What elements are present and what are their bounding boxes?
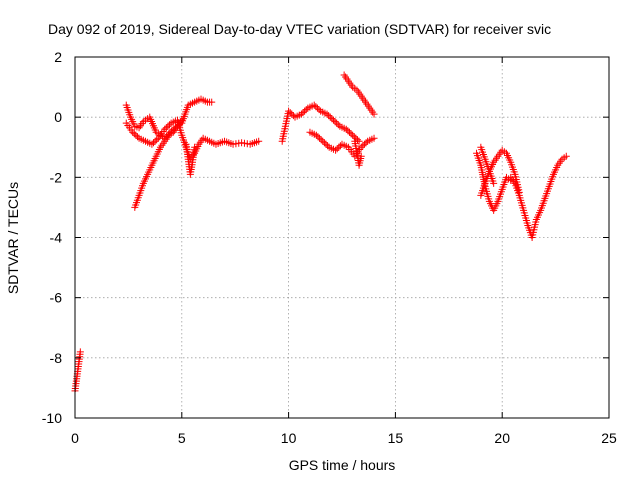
data-point	[315, 106, 323, 114]
data-point	[302, 106, 310, 114]
data-point	[148, 140, 156, 148]
data-point	[370, 134, 378, 142]
data-point	[357, 152, 365, 160]
data-point	[297, 110, 305, 118]
data-point	[334, 121, 342, 129]
data-point	[314, 133, 322, 141]
data-point	[76, 348, 84, 356]
data-point	[312, 103, 320, 111]
grid	[75, 57, 609, 418]
y-tick-label: -2	[50, 169, 63, 185]
data-point	[288, 110, 296, 118]
x-tick-label: 5	[178, 430, 186, 446]
data-point	[149, 139, 157, 147]
data-point	[238, 139, 246, 147]
data-point	[326, 113, 334, 121]
x-axis-label: GPS time / hours	[289, 457, 396, 473]
data-point	[162, 124, 170, 132]
data-point	[332, 146, 340, 154]
data-point	[342, 125, 350, 133]
data-point	[289, 112, 297, 120]
y-axis-label: SDTVAR / TECUs	[5, 182, 21, 294]
data-point	[333, 145, 341, 153]
data-point	[562, 152, 570, 160]
data-point	[301, 107, 309, 115]
x-tick-label: 15	[388, 430, 404, 446]
data-point	[232, 140, 240, 148]
x-tick-label: 10	[281, 430, 297, 446]
data-point	[319, 137, 327, 145]
data-points	[71, 71, 570, 395]
data-point	[229, 140, 237, 148]
data-point	[240, 139, 248, 147]
y-tick-label: 2	[54, 49, 62, 65]
data-point	[325, 112, 333, 120]
data-point	[166, 121, 174, 129]
data-point	[328, 115, 336, 123]
y-tick-label: 0	[54, 109, 62, 125]
data-point	[335, 143, 343, 151]
data-point	[153, 136, 161, 144]
data-point	[316, 134, 324, 142]
data-point	[322, 140, 330, 148]
y-tick-label: -4	[50, 230, 63, 246]
data-point	[352, 134, 360, 142]
data-point	[164, 122, 172, 130]
data-point	[329, 116, 337, 124]
data-point	[129, 128, 137, 136]
data-point	[370, 110, 378, 118]
x-tick-label: 20	[494, 430, 510, 446]
data-point	[313, 104, 321, 112]
data-point	[132, 131, 140, 139]
data-point	[333, 119, 341, 127]
data-point	[178, 116, 186, 124]
y-tick-label: -8	[50, 350, 63, 366]
data-point	[208, 98, 216, 106]
axis-ticks	[74, 56, 610, 419]
tick-labels: 0 5 10 15 20 25 -10 -8 -6 -4 -2 0 2	[42, 49, 617, 446]
data-point	[347, 130, 355, 138]
data-point	[362, 139, 370, 147]
data-point	[344, 127, 352, 135]
data-point	[133, 133, 141, 141]
x-tick-label: 25	[601, 430, 617, 446]
data-point	[151, 137, 159, 145]
data-point	[130, 130, 138, 138]
data-point	[490, 179, 498, 187]
data-point	[359, 142, 367, 150]
data-point	[285, 107, 293, 115]
y-tick-label: -10	[42, 410, 62, 426]
data-point	[345, 128, 353, 136]
data-point	[299, 109, 307, 117]
x-tick-label: 0	[71, 430, 79, 446]
data-point	[331, 118, 339, 126]
data-point	[349, 131, 357, 139]
data-point	[357, 143, 365, 151]
data-point	[312, 131, 320, 139]
data-point	[317, 136, 325, 144]
data-point	[310, 101, 318, 109]
y-tick-label: -6	[50, 290, 63, 306]
chart-title: Day 092 of 2019, Sidereal Day-to-day VTE…	[48, 21, 551, 37]
data-point	[360, 140, 368, 148]
data-point	[161, 125, 169, 133]
data-point	[350, 133, 358, 141]
data-point	[324, 142, 332, 150]
data-point	[191, 143, 199, 151]
data-point	[320, 139, 328, 147]
data-point	[286, 109, 294, 117]
data-point	[255, 137, 263, 145]
data-point	[336, 142, 344, 150]
data-point	[323, 110, 331, 118]
